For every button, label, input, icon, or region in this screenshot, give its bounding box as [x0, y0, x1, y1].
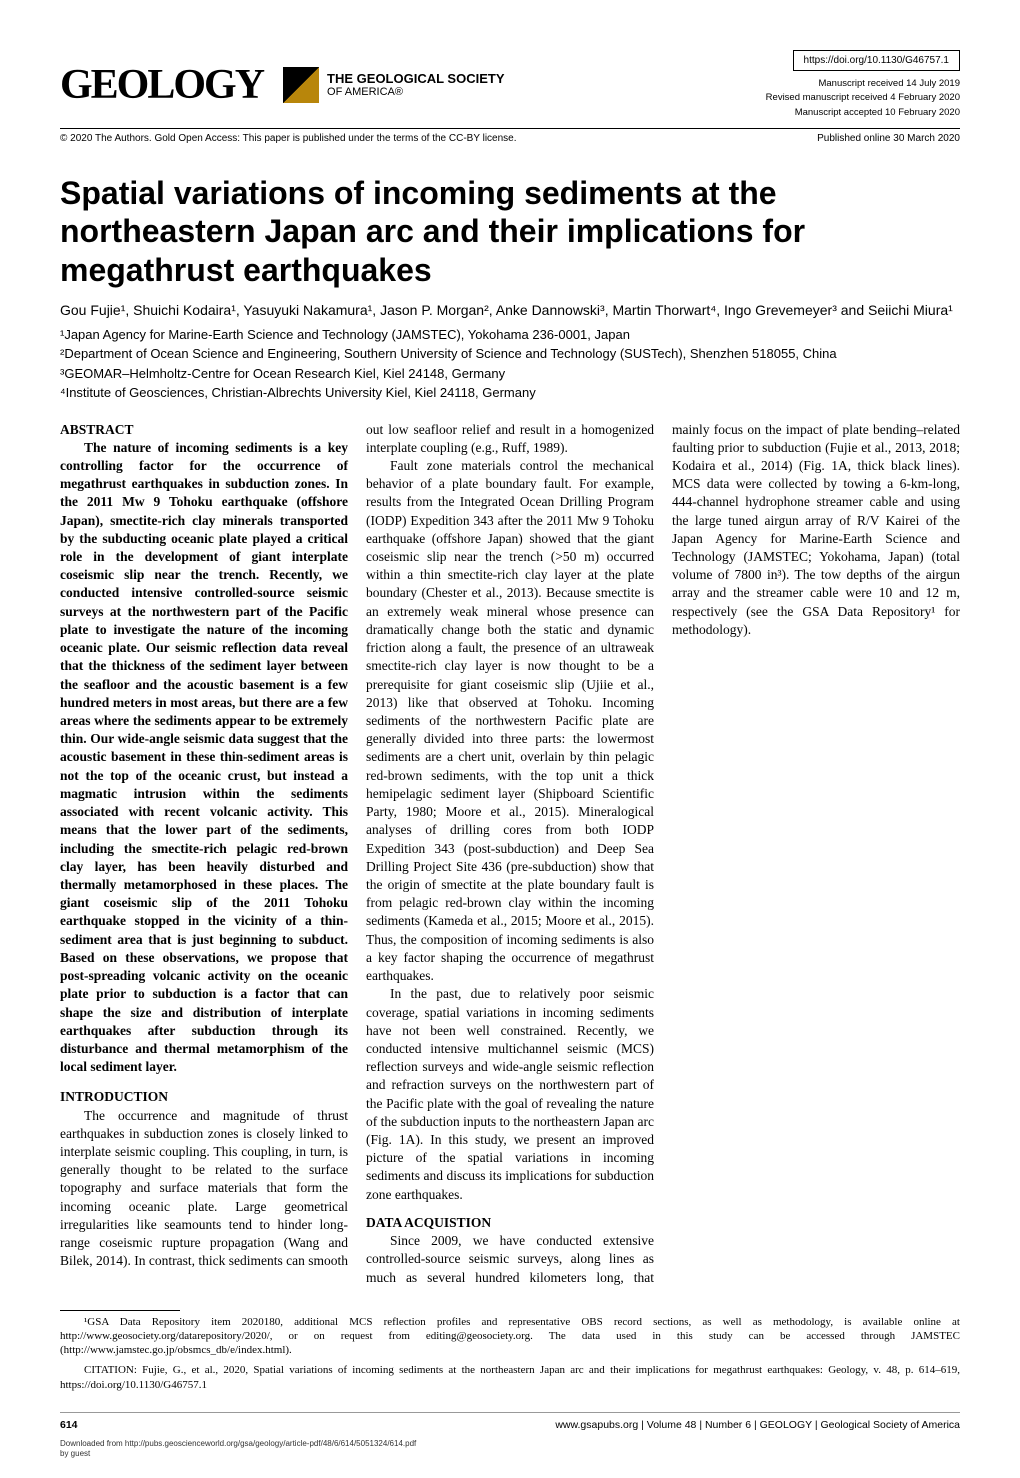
- license-row: © 2020 The Authors. Gold Open Access: Th…: [60, 128, 960, 144]
- affiliation-2: ²Department of Ocean Science and Enginee…: [60, 344, 960, 364]
- page-number: 614: [60, 1419, 78, 1431]
- affiliation-3: ³GEOMAR–Helmholtz-Centre for Ocean Resea…: [60, 364, 960, 384]
- journal-header: GEOLOGY THE GEOLOGICAL SOCIETY OF AMERIC…: [60, 50, 960, 120]
- footer-info: www.gsapubs.org | Volume 48 | Number 6 |…: [555, 1419, 960, 1431]
- abstract-heading: ABSTRACT: [60, 421, 348, 439]
- article-title: Spatial variations of incoming sediments…: [60, 174, 960, 289]
- intro-paragraph-2: Fault zone materials control the mechani…: [366, 457, 654, 985]
- citation: CITATION: Fujie, G., et al., 2020, Spati…: [60, 1363, 960, 1392]
- download-note: Downloaded from http://pubs.geosciencewo…: [60, 1439, 960, 1458]
- footnote-1: ¹GSA Data Repository item 2020180, addit…: [60, 1315, 960, 1358]
- footnotes: ¹GSA Data Repository item 2020180, addit…: [60, 1315, 960, 1392]
- intro-heading: INTRODUCTION: [60, 1088, 348, 1106]
- download-line-2: by guest: [60, 1449, 960, 1459]
- gsa-text-main: THE GEOLOGICAL SOCIETY: [327, 72, 504, 86]
- affiliations: ¹Japan Agency for Marine-Earth Science a…: [60, 325, 960, 403]
- date-accepted: Manuscript accepted 10 February 2020: [766, 106, 960, 120]
- page-footer: 614 www.gsapubs.org | Volume 48 | Number…: [60, 1412, 960, 1431]
- data-heading: DATA ACQUISTION: [366, 1214, 654, 1232]
- doi-link[interactable]: https://doi.org/10.1130/G46757.1: [793, 50, 960, 71]
- authors: Gou Fujie¹, Shuichi Kodaira¹, Yasuyuki N…: [60, 301, 960, 321]
- abstract-text: The nature of incoming sediments is a ke…: [60, 439, 348, 1077]
- gsa-logo: THE GEOLOGICAL SOCIETY OF AMERICA®: [283, 67, 504, 103]
- download-line-1: Downloaded from http://pubs.geosciencewo…: [60, 1439, 960, 1449]
- gsa-icon: [283, 67, 319, 103]
- date-received: Manuscript received 14 July 2019: [766, 77, 960, 91]
- header-left: GEOLOGY THE GEOLOGICAL SOCIETY OF AMERIC…: [60, 61, 505, 109]
- manuscript-dates: Manuscript received 14 July 2019 Revised…: [766, 77, 960, 120]
- affiliation-4: ⁴Institute of Geosciences, Christian-Alb…: [60, 383, 960, 403]
- gsa-text-sub: OF AMERICA®: [327, 86, 504, 98]
- gsa-text: THE GEOLOGICAL SOCIETY OF AMERICA®: [327, 72, 504, 98]
- journal-logo: GEOLOGY: [60, 61, 263, 109]
- abstract-block: ABSTRACT The nature of incoming sediment…: [60, 421, 348, 1077]
- license-text: © 2020 The Authors. Gold Open Access: Th…: [60, 133, 517, 144]
- header-right: https://doi.org/10.1130/G46757.1 Manuscr…: [766, 50, 960, 120]
- affiliation-1: ¹Japan Agency for Marine-Earth Science a…: [60, 325, 960, 345]
- intro-paragraph-3: In the past, due to relatively poor seis…: [366, 985, 654, 1204]
- date-revised: Revised manuscript received 4 February 2…: [766, 91, 960, 105]
- article-body: ABSTRACT The nature of incoming sediment…: [60, 421, 960, 1296]
- footnote-separator: [60, 1310, 180, 1311]
- published-date: Published online 30 March 2020: [817, 133, 960, 144]
